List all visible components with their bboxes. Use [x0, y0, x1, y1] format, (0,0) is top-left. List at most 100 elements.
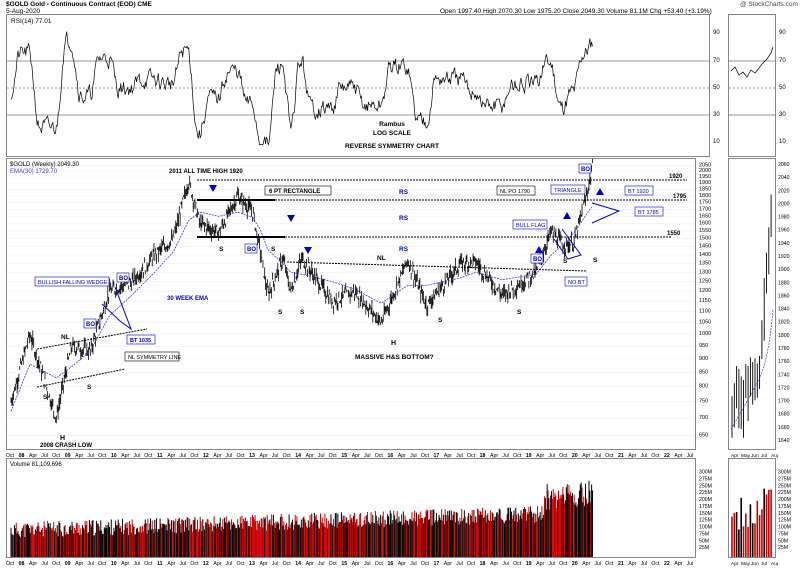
x-tick: Oct	[236, 561, 245, 567]
annot-rs1: RS	[399, 189, 409, 196]
volume-inset-y-axis: 300M275M250M225M200M175M150M125M100M75M5…	[778, 470, 791, 552]
x-tick: Jul	[41, 561, 48, 567]
volume-inset-y-tick: 150M	[778, 511, 791, 517]
x-tick: 22	[664, 453, 670, 458]
inset-y-tick: 1880	[778, 280, 790, 286]
annot-triangle-box	[550, 184, 586, 195]
x-tick: 11	[157, 561, 163, 567]
x-tick: Apr	[444, 453, 452, 458]
x-tick: Jul	[180, 561, 187, 567]
volume-y-tick: 150M	[699, 511, 712, 517]
price-y-tick: 1650	[699, 213, 711, 219]
arrow-up-1	[535, 246, 543, 253]
inset-y-tick: 1860	[778, 293, 790, 299]
price-y-tick: 1050	[699, 320, 711, 326]
x-tick: 16	[387, 453, 393, 458]
x-tick: Jul	[318, 453, 325, 458]
x-tick: 12	[203, 453, 209, 458]
x-tick: Oct	[236, 453, 245, 458]
price-grid	[7, 165, 695, 436]
x-tick: Oct	[283, 561, 292, 567]
inset-x-tick: Jul	[761, 561, 767, 567]
x-tick: Oct	[375, 561, 384, 567]
x-tick: Oct	[605, 561, 614, 567]
rsi-inset-panel	[728, 14, 776, 157]
x-tick: Oct	[513, 453, 522, 458]
annot-wedge: BULLISH FALLING WEDGE	[38, 280, 108, 286]
x-tick: Apr	[674, 453, 682, 458]
x-tick: Apr	[490, 453, 498, 458]
volume-y-tick: 100M	[699, 525, 712, 531]
annot-rect: 6 PT RECTANGLE	[269, 189, 320, 195]
x-tick: 11	[157, 453, 163, 458]
arrow-down-2	[287, 215, 295, 222]
price-y-tick: 750	[699, 399, 708, 405]
x-tick: 16	[387, 561, 393, 567]
annot-bo1-box	[116, 272, 130, 283]
x-tick: Jul	[687, 561, 694, 567]
x-tick: Jul	[364, 561, 371, 567]
x-tick: Apr	[490, 561, 498, 567]
volume-y-tick: 275M	[699, 476, 712, 482]
rsi-tick-10: 10	[713, 139, 720, 145]
annot-bo2: BO	[86, 322, 95, 328]
x-tick: Apr	[352, 453, 360, 458]
annot-rs2: RS	[399, 215, 409, 222]
chart-date: 5-Aug-2020	[6, 8, 40, 15]
annot-triangle: TRIANGLE	[554, 188, 582, 194]
annot-nl-left: NL	[61, 334, 70, 341]
price-y-tick: 1150	[699, 298, 711, 304]
rsi-inset-y-axis: 90 70 50 30 10	[779, 30, 786, 145]
price-y-tick: 650	[699, 432, 708, 438]
rsi-inset-tick-90: 90	[779, 30, 786, 36]
inset-y-tick: 1940	[778, 241, 790, 247]
x-tick: Jul	[594, 561, 601, 567]
price-inset-y-axis: 2060 2040 2020 2000 1980 1960 1940 1920 1900 1880…	[778, 162, 790, 444]
price-panel: $GOLD (Weekly) 2049.30 EMA(30) 1729.70 2…	[6, 155, 696, 450]
x-tick: 17	[434, 453, 440, 458]
x-tick: Oct	[190, 561, 199, 567]
annot-bo3: BO	[247, 247, 256, 253]
s-label: S	[271, 246, 276, 253]
volume-inset-y-tick: 25M	[778, 545, 788, 551]
x-axis: Oct 08 Apr Jul Oct 09 Apr Jul Oct 10 Apr Jul Oct 11 Ap…	[6, 453, 693, 458]
x-tick: Oct	[98, 453, 107, 458]
x-tick: Apr	[536, 453, 544, 458]
x-tick: Oct	[144, 453, 153, 458]
x-tick: 19	[526, 561, 532, 567]
x-tick: 09	[65, 561, 71, 567]
x-tick: Apr	[213, 561, 221, 567]
inset-x-tick: Apr	[731, 453, 739, 458]
price-inset-panel	[728, 158, 776, 450]
inset-y-tick: 1740	[778, 372, 790, 378]
x-tick: Jul	[456, 561, 463, 567]
rsi-inset-tick-30: 30	[779, 112, 786, 118]
inset-y-tick: 1680	[778, 412, 790, 418]
x-tick: 10	[111, 453, 117, 458]
x-tick: 13	[249, 561, 255, 567]
volume-y-tick: 300M	[699, 470, 712, 476]
annot-h-mid: H	[391, 340, 396, 347]
inset-y-tick: 1980	[778, 215, 790, 221]
volume-y-tick: 200M	[699, 497, 712, 503]
annot-nl-top: NL	[377, 255, 386, 262]
volume-inset-y-tick: 50M	[778, 538, 788, 544]
price-bars	[10, 155, 593, 424]
annot-rs3: RS	[399, 246, 409, 253]
annot-wedge-box	[34, 276, 110, 287]
inset-y-tick: 1840	[778, 307, 790, 313]
price-y-tick: 1300	[699, 269, 711, 275]
x-tick: Jul	[318, 561, 325, 567]
x-tick: Oct	[375, 453, 384, 458]
annot-bo1: BO	[119, 276, 128, 282]
price-y-tick: 1250	[699, 279, 711, 285]
price-y-tick: 1500	[699, 236, 711, 242]
x-tick: Oct	[513, 561, 522, 567]
inset-x-tick: Aug	[771, 561, 778, 567]
x-tick: Jul	[594, 453, 601, 458]
rsi-line	[10, 31, 593, 146]
volume-y-tick: 25M	[699, 545, 709, 551]
s-label: S	[43, 394, 48, 401]
